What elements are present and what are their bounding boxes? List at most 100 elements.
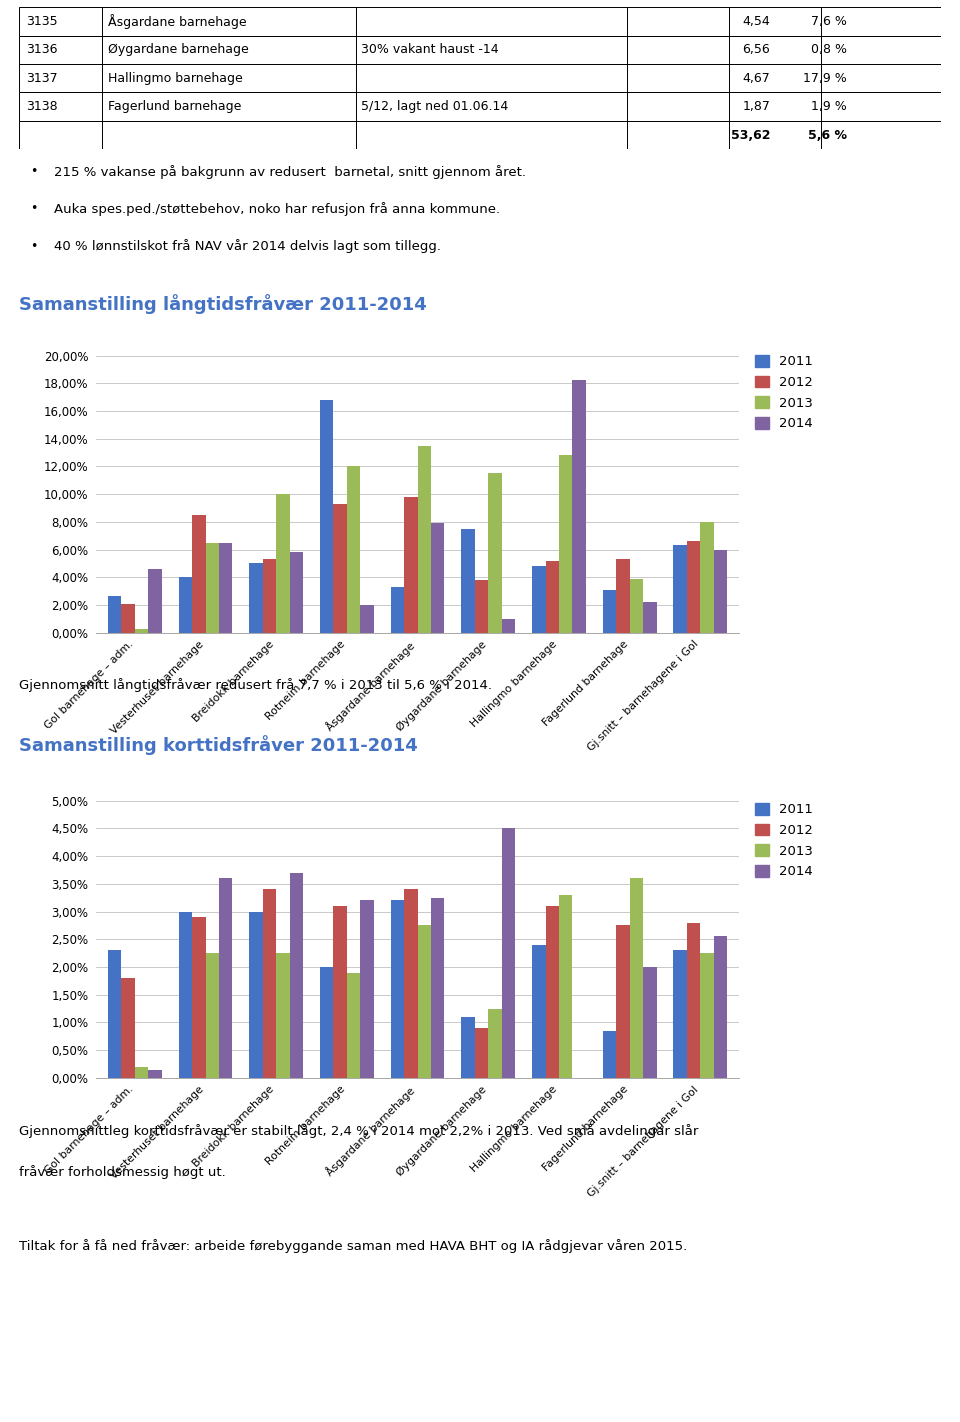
Bar <box>205 953 219 1078</box>
Bar <box>462 1017 475 1078</box>
Text: 6,56: 6,56 <box>742 43 770 57</box>
Bar <box>701 953 713 1078</box>
Bar <box>559 894 572 1078</box>
Bar <box>134 629 148 633</box>
Bar <box>687 542 701 633</box>
Text: •: • <box>31 240 37 253</box>
Text: 3135: 3135 <box>27 14 59 28</box>
Bar <box>320 400 333 633</box>
Legend: 2011, 2012, 2013, 2014: 2011, 2012, 2013, 2014 <box>756 356 813 431</box>
Text: •: • <box>31 165 37 178</box>
Bar <box>572 381 586 633</box>
Bar <box>19 7 941 36</box>
Bar <box>532 566 545 633</box>
Bar <box>360 900 373 1078</box>
Bar <box>545 560 559 633</box>
Bar <box>630 879 643 1078</box>
Bar <box>19 92 941 121</box>
Text: 53,62: 53,62 <box>731 128 770 142</box>
Bar <box>179 577 192 633</box>
Bar <box>148 569 161 633</box>
Text: 30% vakant haust -14: 30% vakant haust -14 <box>361 43 499 57</box>
Text: Åsgardane barnehage: Åsgardane barnehage <box>108 14 247 28</box>
Bar <box>250 563 263 633</box>
Bar <box>360 606 373 633</box>
Bar <box>502 619 516 633</box>
Bar <box>19 121 941 149</box>
Bar <box>431 897 444 1078</box>
Bar <box>108 950 122 1078</box>
Text: 3138: 3138 <box>27 100 59 114</box>
Text: Gjennomsnitt långtidsfråvær redusert frå 7,7 % i 2013 til 5,6 % i 2014.: Gjennomsnitt långtidsfråvær redusert frå… <box>19 678 492 691</box>
Text: fråvær forholdsmessig høgt ut.: fråvær forholdsmessig høgt ut. <box>19 1165 226 1179</box>
Bar <box>347 466 360 633</box>
Bar <box>290 873 303 1078</box>
Bar <box>502 828 516 1078</box>
Bar <box>713 549 727 633</box>
Text: Samanstilling korttidsfråver 2011-2014: Samanstilling korttidsfråver 2011-2014 <box>19 735 418 755</box>
Text: 40 % lønnstilskot frå NAV vår 2014 delvis lagt som tillegg.: 40 % lønnstilskot frå NAV vår 2014 delvi… <box>54 239 442 253</box>
Bar <box>250 912 263 1078</box>
Text: Øygardane barnehage: Øygardane barnehage <box>108 43 249 57</box>
Text: 5/12, lagt ned 01.06.14: 5/12, lagt ned 01.06.14 <box>361 100 509 114</box>
Bar <box>603 590 616 633</box>
Bar <box>545 906 559 1078</box>
Text: 4,67: 4,67 <box>742 71 770 85</box>
Bar <box>219 543 232 633</box>
Legend: 2011, 2012, 2013, 2014: 2011, 2012, 2013, 2014 <box>756 803 813 879</box>
Text: Hallingmo barnehage: Hallingmo barnehage <box>108 71 243 85</box>
Bar <box>701 522 713 633</box>
Text: 4,54: 4,54 <box>742 14 770 28</box>
Bar <box>674 950 687 1078</box>
Bar <box>603 1031 616 1078</box>
Bar <box>489 1008 502 1078</box>
Bar <box>404 889 418 1078</box>
Text: 1,9 %: 1,9 % <box>811 100 847 114</box>
Text: •: • <box>31 202 37 215</box>
Bar <box>108 596 122 633</box>
Bar <box>616 559 630 633</box>
Bar <box>333 503 347 633</box>
Bar <box>475 580 489 633</box>
Text: 5,6 %: 5,6 % <box>807 128 847 142</box>
Text: 7,6 %: 7,6 % <box>811 14 847 28</box>
Text: 17,9 %: 17,9 % <box>804 71 847 85</box>
Bar <box>19 36 941 64</box>
Bar <box>122 978 134 1078</box>
Text: 3137: 3137 <box>27 71 59 85</box>
Bar <box>462 529 475 633</box>
Bar <box>148 1069 161 1078</box>
Bar <box>643 603 657 633</box>
Bar <box>263 559 276 633</box>
Bar <box>418 926 431 1078</box>
Bar <box>391 900 404 1078</box>
Bar <box>475 1028 489 1078</box>
Bar <box>418 445 431 633</box>
Bar <box>687 923 701 1078</box>
Bar <box>276 953 290 1078</box>
Text: 1,87: 1,87 <box>742 100 770 114</box>
Text: 215 % vakanse på bakgrunn av redusert  barnetal, snitt gjennom året.: 215 % vakanse på bakgrunn av redusert ba… <box>54 165 526 179</box>
Bar <box>404 496 418 633</box>
Bar <box>630 579 643 633</box>
Bar <box>276 493 290 633</box>
Bar <box>616 926 630 1078</box>
Bar <box>192 515 205 633</box>
Bar <box>19 64 941 92</box>
Text: Fagerlund barnehage: Fagerlund barnehage <box>108 100 241 114</box>
Bar <box>263 889 276 1078</box>
Bar <box>391 587 404 633</box>
Text: Gjennomsnittleg korttidsfråvær er stabilt lågt, 2,4 % i 2014 mot 2,2% i 2013. Ve: Gjennomsnittleg korttidsfråvær er stabil… <box>19 1125 699 1139</box>
Bar <box>489 474 502 633</box>
Bar <box>134 1066 148 1078</box>
Bar <box>713 937 727 1078</box>
Bar <box>532 944 545 1078</box>
Bar <box>205 543 219 633</box>
Bar <box>643 967 657 1078</box>
Text: 3136: 3136 <box>27 43 58 57</box>
Bar <box>219 879 232 1078</box>
Text: Samanstilling långtidsfråvær 2011-2014: Samanstilling långtidsfråvær 2011-2014 <box>19 294 427 314</box>
Bar <box>347 973 360 1078</box>
Text: 0,8 %: 0,8 % <box>811 43 847 57</box>
Bar <box>179 912 192 1078</box>
